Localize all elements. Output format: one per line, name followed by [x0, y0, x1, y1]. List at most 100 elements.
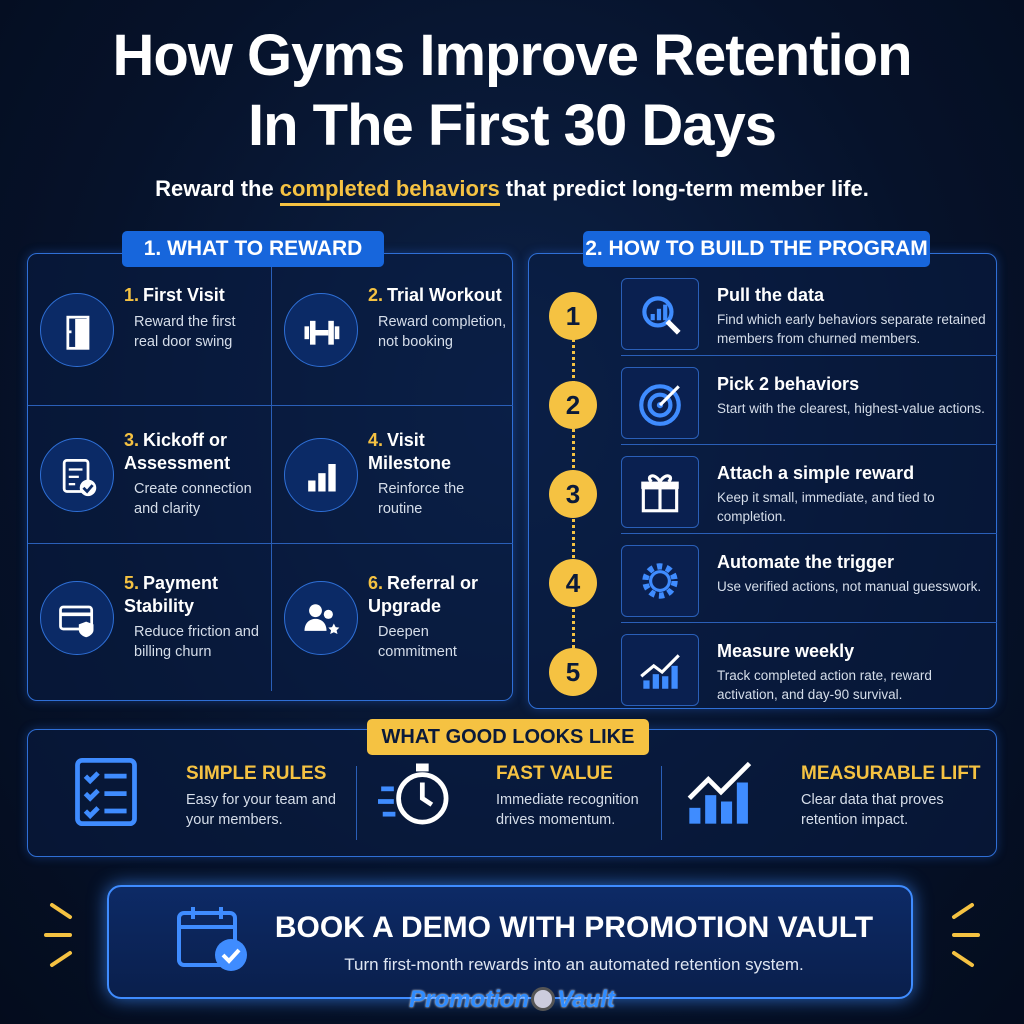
brand-text: Promotion [409, 986, 530, 1013]
spark-right [952, 903, 980, 967]
good-icon [68, 754, 144, 835]
reward-title: 2. Trial Workout [368, 284, 508, 307]
step-title: Attach a simple reward [717, 463, 915, 483]
subtitle-text: that predict long-term member life. [505, 176, 869, 201]
reward-icon [284, 580, 358, 655]
reward-desc: Reward the first real door swing [134, 314, 236, 350]
step-title: Pick 2 behaviors [717, 374, 860, 394]
reward-number: 6. [368, 572, 384, 593]
reward-number: 2. [368, 285, 384, 305]
reward-number: 5. [124, 572, 140, 593]
step-icon [621, 367, 699, 439]
good-icon [378, 754, 454, 835]
reward-icon [40, 438, 114, 512]
reward-title-text: Trial Workout [387, 285, 502, 305]
reward-icon [284, 438, 358, 512]
reward-title-text: Visit Milestone [368, 430, 452, 473]
step-title: Measure weekly [717, 641, 855, 661]
step-icon [621, 456, 699, 528]
step-desc: Track completed action rate, reward acti… [717, 668, 932, 702]
step-title: Automate the trigger [717, 552, 895, 572]
section-heading: WHAT GOOD LOOKS LIKE [367, 719, 649, 755]
brand-text: Vault [557, 986, 615, 1013]
program-panel: 1 Pull the data Find which early behaviors… [528, 253, 997, 709]
good-title: SIMPLE RULES [186, 763, 327, 784]
reward-cell: 4. Visit Milestone Reinforce the routine [272, 406, 513, 544]
reward-title-text: First Visit [143, 285, 225, 305]
good-icon [683, 754, 759, 835]
reward-icon-svg [66, 315, 90, 350]
step-divider [621, 355, 997, 356]
step-icon-svg [642, 296, 681, 335]
reward-desc: Reduce friction and billing churn [134, 623, 259, 660]
reward-panel: 1. First Visit Reward the first real door … [27, 253, 513, 701]
reward-desc: Reinforce the routine [378, 481, 465, 517]
step-icon-svg [640, 654, 680, 689]
step-number: 1 [549, 292, 597, 340]
step-icon-svg [641, 474, 679, 513]
reward-cell: 5. Payment Stability Reduce friction and b… [28, 544, 272, 691]
brand: Promotion Vault [0, 986, 1024, 1014]
section-heading: 1. WHAT TO REWARD [122, 231, 384, 267]
reward-icon-svg [308, 464, 336, 492]
subtitle: Reward the completed behaviors that predic… [0, 176, 1024, 206]
reward-cell: 1. First Visit Reward the first real door … [28, 254, 272, 406]
reward-cell: 6. Referral or Upgrade Deepen commitment [272, 544, 513, 691]
reward-number: 1. [124, 285, 140, 305]
good-desc: Easy for your team and your members. [186, 792, 336, 828]
step-number: 5 [549, 648, 597, 696]
title-line: How Gyms Improve Retention [112, 23, 912, 88]
step-title: Pull the data [717, 285, 825, 305]
step-number: 3 [549, 470, 597, 518]
step-desc: Keep it small, immediate, and tied to co… [717, 490, 935, 524]
reward-icon [284, 293, 358, 367]
step-icon-svg [639, 384, 681, 426]
good-divider [356, 766, 357, 840]
good-desc: Immediate recognition drives momentum. [496, 792, 639, 828]
cta-button[interactable]: BOOK A DEMO WITH PROMOTION VAULT Turn fi… [107, 885, 913, 999]
step-icon [621, 634, 699, 706]
title-line: In The First 30 Days [248, 93, 777, 158]
good-title: FAST VALUE [496, 763, 613, 784]
reward-icon [40, 580, 114, 655]
step-divider [621, 533, 997, 534]
cta-title: BOOK A DEMO WITH PROMOTION VAULT [274, 911, 874, 944]
reward-title-text: Referral or Upgrade [368, 572, 479, 616]
step-number: 4 [549, 559, 597, 607]
reward-icon-svg [304, 320, 340, 345]
step-number: 2 [549, 381, 597, 429]
reward-title: 4. Visit Milestone [368, 429, 508, 475]
brand-logo [531, 987, 556, 1011]
step-desc: Use verified actions, not manual guesswo… [717, 579, 982, 594]
step-desc: Find which early behaviors separate reta… [717, 312, 986, 346]
reward-title-text: Payment Stability [124, 572, 219, 616]
step-icon [621, 545, 699, 617]
calendar-icon [177, 907, 247, 971]
step-divider [621, 444, 997, 445]
reward-number: 4. [368, 430, 384, 450]
step-desc: Start with the clearest, highest-value a… [717, 401, 985, 416]
reward-number: 3. [124, 430, 140, 450]
reward-cell: 2. Trial Workout Reward completion, not bo… [272, 254, 513, 406]
good-icon-svg [687, 761, 752, 824]
reward-title-text: Kickoff or Assessment [124, 430, 231, 473]
good-icon-svg [75, 757, 137, 827]
section-heading: 2. HOW TO BUILD THE PROGRAM [583, 231, 930, 267]
good-desc: Clear data that proves retention impact. [801, 792, 944, 828]
cta-subtitle: Turn first-month rewards into an automat… [344, 955, 804, 974]
reward-title: 5. Payment Stability [124, 572, 234, 618]
reward-desc: Reward completion, not booking [378, 314, 507, 350]
step-icon-svg [642, 563, 678, 599]
reward-cell: 3. Kickoff or Assessment Create connection… [28, 406, 272, 544]
spark-left [44, 903, 72, 967]
reward-title: 1. First Visit [124, 284, 234, 307]
reward-desc: Create connection and clarity [134, 481, 252, 517]
reward-title: 3. Kickoff or Assessment [124, 429, 234, 475]
reward-icon-svg [304, 603, 340, 634]
good-divider [661, 766, 662, 840]
reward-icon [40, 293, 114, 367]
reward-icon-svg [62, 458, 97, 497]
good-title: MEASURABLE LIFT [801, 763, 981, 784]
reward-title: 6. Referral or Upgrade [368, 572, 508, 618]
